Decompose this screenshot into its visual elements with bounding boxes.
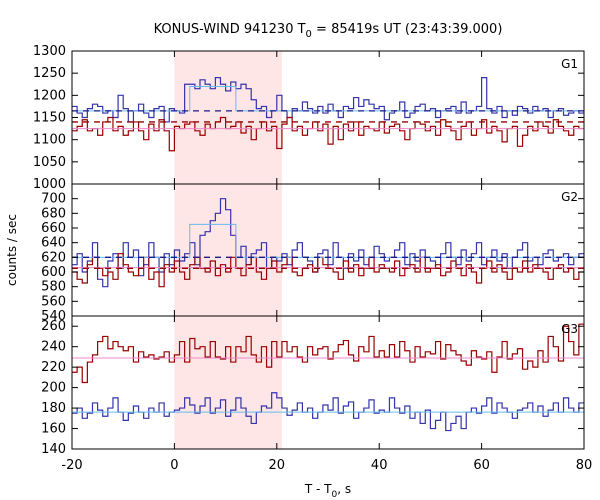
xlabel-subscript: 0 [332,490,338,500]
title-subscript: 0 [306,29,312,40]
panel-g1: 1000 1050 1100 1150 1200 1250 1300 G1 [33,44,585,192]
y-tick-label: 580 [41,280,66,295]
y-tick-label: 240 [41,340,66,355]
x-tick-label: -20 [61,458,82,473]
y-tick-label: 600 [41,265,66,280]
y-tick-label: 180 [41,401,66,416]
xlabel-rest: , s [337,482,351,496]
y-tick-label: 700 [41,192,66,207]
panel-name: G2 [561,190,578,204]
plot-area: 1000105011001150120012501300G15405605806… [33,44,592,473]
series-blue-line [72,77,584,123]
series-blue-line [72,392,584,432]
xlabel-main: T - T [304,482,332,496]
x-tick-label: 0 [170,458,178,473]
y-tick-label: 540 [41,309,66,324]
x-tick-label: 60 [473,458,490,473]
y-tick-label: 1250 [33,66,66,81]
title-rest: = 85419s UT (23:43:39.000) [312,22,502,37]
y-tick-label: 560 [41,294,66,309]
chart-title: KONUS-WIND 941230 T0 = 85419s UT (23:43:… [154,22,503,40]
y-tick-label: 1050 [33,155,66,170]
y-tick-label: 1300 [33,44,66,59]
x-tick-label: 80 [576,458,593,473]
series-red-line [72,323,584,384]
x-tick-label: 20 [269,458,286,473]
y-tick-label: 260 [41,319,66,334]
highlight-band [174,316,282,449]
series-red-line [72,253,584,288]
y-tick-label: 220 [41,360,66,375]
y-tick-label: 1200 [33,88,66,103]
y-tick-label: 140 [41,442,66,457]
y-tick-label: 620 [41,250,66,265]
y-tick-label: 640 [41,236,66,251]
y-tick-label: 160 [41,422,66,437]
y-tick-label: 1150 [33,111,66,126]
y-tick-label: 660 [41,221,66,236]
highlight-band [174,51,282,184]
highlight-band [174,184,282,316]
y-axis-label: counts / sec [5,214,19,286]
y-tick-label: 1000 [33,177,66,192]
panel-name: G3 [561,322,578,336]
x-axis-label: T - T0, s [304,482,351,500]
y-tick-label: 680 [41,206,66,221]
panel-g3: 140 160 180 200 220 240 260 G3 [41,315,585,457]
y-tick-label: 200 [41,381,66,396]
x-tick-label: 40 [371,458,388,473]
panel-name: G1 [561,57,578,71]
title-main: KONUS-WIND 941230 T [154,22,306,37]
panel-frame [71,315,585,450]
y-tick-label: 1100 [33,133,66,148]
